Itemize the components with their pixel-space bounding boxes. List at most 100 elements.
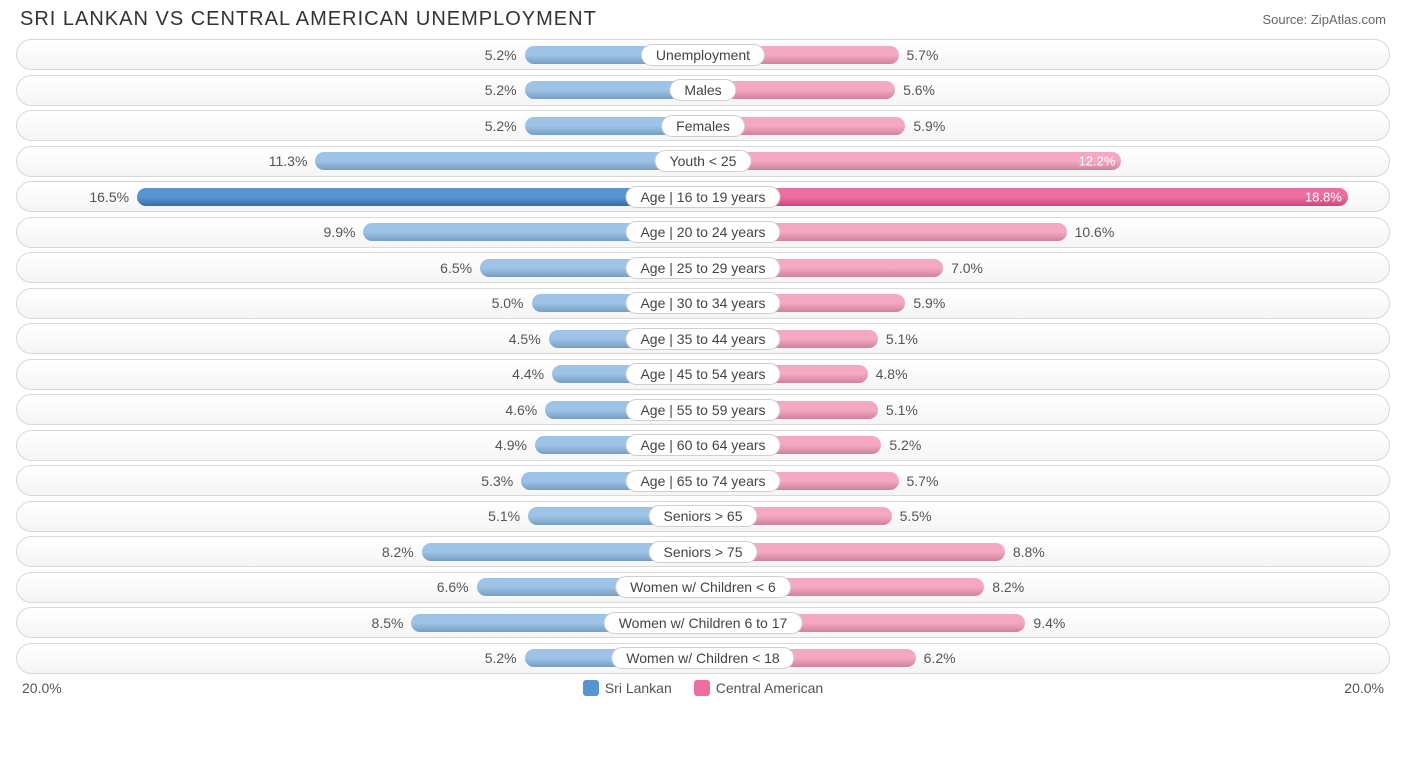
category-label: Seniors > 75 bbox=[649, 541, 758, 563]
left-half: 5.2% bbox=[17, 76, 703, 105]
chart-source: Source: ZipAtlas.com bbox=[1262, 12, 1386, 27]
chart-row: 5.1%5.5%Seniors > 65 bbox=[16, 501, 1390, 532]
chart-row: 5.2% 6.2%Women w/ Children < 18 bbox=[16, 643, 1390, 674]
left-value-label: 6.5% bbox=[440, 260, 472, 276]
left-value-label: 5.2% bbox=[485, 118, 517, 134]
chart-row: 11.3% 12.2%Youth < 25 bbox=[16, 146, 1390, 177]
left-value-label: 6.6% bbox=[437, 579, 469, 595]
left-value-label: 5.3% bbox=[481, 473, 513, 489]
left-value-label: 4.6% bbox=[505, 402, 537, 418]
chart-footer: 20.0% Sri LankanCentral American 20.0% bbox=[0, 678, 1406, 696]
left-value-label: 16.5% bbox=[89, 189, 129, 205]
right-value-label: 5.9% bbox=[913, 118, 945, 134]
category-label: Age | 20 to 24 years bbox=[625, 221, 780, 243]
category-label: Age | 45 to 54 years bbox=[625, 363, 780, 385]
left-value-label: 5.0% bbox=[492, 295, 524, 311]
chart-row: 5.3% 5.7% Age | 65 to 74 years bbox=[16, 465, 1390, 496]
right-half: 6.2% bbox=[703, 644, 1389, 673]
right-value-label: 4.8% bbox=[876, 366, 908, 382]
left-value-label: 4.9% bbox=[495, 437, 527, 453]
left-half: 4.4% bbox=[17, 360, 703, 389]
chart-row: 6.5% 7.0% Age | 25 to 29 years bbox=[16, 252, 1390, 283]
left-value-label: 11.3% bbox=[269, 153, 308, 169]
left-half: 5.2% bbox=[17, 40, 703, 69]
left-value-label: 4.5% bbox=[509, 331, 541, 347]
legend-swatch bbox=[694, 680, 710, 696]
category-label: Age | 55 to 59 years bbox=[625, 399, 780, 421]
category-label: Males bbox=[669, 79, 736, 101]
right-half: 5.2% bbox=[703, 431, 1389, 460]
legend-item: Sri Lankan bbox=[583, 680, 672, 696]
chart-row: 6.6% 8.2%Women w/ Children < 6 bbox=[16, 572, 1390, 603]
chart-row: 5.2%5.7%Unemployment bbox=[16, 39, 1390, 70]
left-half: 4.6% bbox=[17, 395, 703, 424]
right-half: 4.8% bbox=[703, 360, 1389, 389]
legend-swatch bbox=[583, 680, 599, 696]
chart-row: 4.4% 4.8% Age | 45 to 54 years bbox=[16, 359, 1390, 390]
right-half: 5.5% bbox=[703, 502, 1389, 531]
category-label: Age | 30 to 34 years bbox=[625, 292, 780, 314]
left-value-label: 5.2% bbox=[485, 650, 517, 666]
left-bar bbox=[315, 152, 703, 170]
right-value-label: 18.8% bbox=[1305, 189, 1342, 204]
right-value-label: 5.1% bbox=[886, 402, 918, 418]
left-half: 6.6% bbox=[17, 573, 703, 602]
right-value-label: 5.1% bbox=[886, 331, 918, 347]
axis-left-max: 20.0% bbox=[22, 680, 62, 696]
legend: Sri LankanCentral American bbox=[583, 680, 823, 696]
right-value-label: 9.4% bbox=[1033, 615, 1065, 631]
left-half: 11.3% bbox=[17, 147, 703, 176]
right-value-label: 5.7% bbox=[907, 473, 939, 489]
left-half: 5.3% bbox=[17, 466, 703, 495]
right-half: 5.9% bbox=[703, 111, 1389, 140]
right-half: 12.2% bbox=[703, 147, 1389, 176]
left-value-label: 8.5% bbox=[372, 615, 404, 631]
right-half: 8.2% bbox=[703, 573, 1389, 602]
left-half: 9.9% bbox=[17, 218, 703, 247]
right-half: 5.7% bbox=[703, 40, 1389, 69]
left-half: 4.9% bbox=[17, 431, 703, 460]
chart-row: 8.2% 8.8% Seniors > 75 bbox=[16, 536, 1390, 567]
right-bar: 12.2% bbox=[703, 152, 1121, 170]
chart-row: 16.5% 18.8% Age | 16 to 19 years bbox=[16, 181, 1390, 212]
chart-row: 4.5% 5.1% Age | 35 to 44 years bbox=[16, 323, 1390, 354]
left-value-label: 5.2% bbox=[485, 47, 517, 63]
legend-label: Sri Lankan bbox=[605, 680, 672, 696]
category-label: Age | 35 to 44 years bbox=[625, 328, 780, 350]
left-half: 5.0% bbox=[17, 289, 703, 318]
right-half: 5.9% bbox=[703, 289, 1389, 318]
category-label: Women w/ Children < 18 bbox=[611, 647, 794, 669]
category-label: Age | 25 to 29 years bbox=[625, 257, 780, 279]
chart-row: 5.0% 5.9%Age | 30 to 34 years bbox=[16, 288, 1390, 319]
category-label: Females bbox=[661, 115, 745, 137]
right-half: 5.6% bbox=[703, 76, 1389, 105]
category-label: Youth < 25 bbox=[655, 150, 752, 172]
category-label: Women w/ Children < 6 bbox=[615, 576, 791, 598]
chart-header: SRI LANKAN VS CENTRAL AMERICAN UNEMPLOYM… bbox=[0, 0, 1406, 35]
chart-row: 4.9%5.2%Age | 60 to 64 years bbox=[16, 430, 1390, 461]
left-value-label: 8.2% bbox=[382, 544, 414, 560]
right-value-label: 8.8% bbox=[1013, 544, 1045, 560]
left-half: 8.2% bbox=[17, 537, 703, 566]
right-half: 9.4% bbox=[703, 608, 1389, 637]
category-label: Age | 16 to 19 years bbox=[625, 186, 780, 208]
right-half: 5.1% bbox=[703, 324, 1389, 353]
category-label: Women w/ Children 6 to 17 bbox=[604, 612, 803, 634]
category-label: Age | 65 to 74 years bbox=[625, 470, 780, 492]
chart-body: 5.2%5.7%Unemployment5.2%5.6%Males5.2%5.9… bbox=[0, 35, 1406, 674]
left-value-label: 5.1% bbox=[488, 508, 520, 524]
right-half: 8.8% bbox=[703, 537, 1389, 566]
chart-row: 5.2% 5.9% Females bbox=[16, 110, 1390, 141]
axis-right-max: 20.0% bbox=[1344, 680, 1384, 696]
left-half: 8.5% bbox=[17, 608, 703, 637]
right-value-label: 5.7% bbox=[907, 47, 939, 63]
left-value-label: 4.4% bbox=[512, 366, 544, 382]
left-value-label: 5.2% bbox=[485, 82, 517, 98]
right-value-label: 7.0% bbox=[951, 260, 983, 276]
right-value-label: 10.6% bbox=[1075, 224, 1115, 240]
left-bar bbox=[137, 188, 703, 206]
right-value-label: 5.5% bbox=[900, 508, 932, 524]
right-half: 5.7% bbox=[703, 466, 1389, 495]
right-half: 7.0% bbox=[703, 253, 1389, 282]
chart-title: SRI LANKAN VS CENTRAL AMERICAN UNEMPLOYM… bbox=[20, 8, 597, 31]
